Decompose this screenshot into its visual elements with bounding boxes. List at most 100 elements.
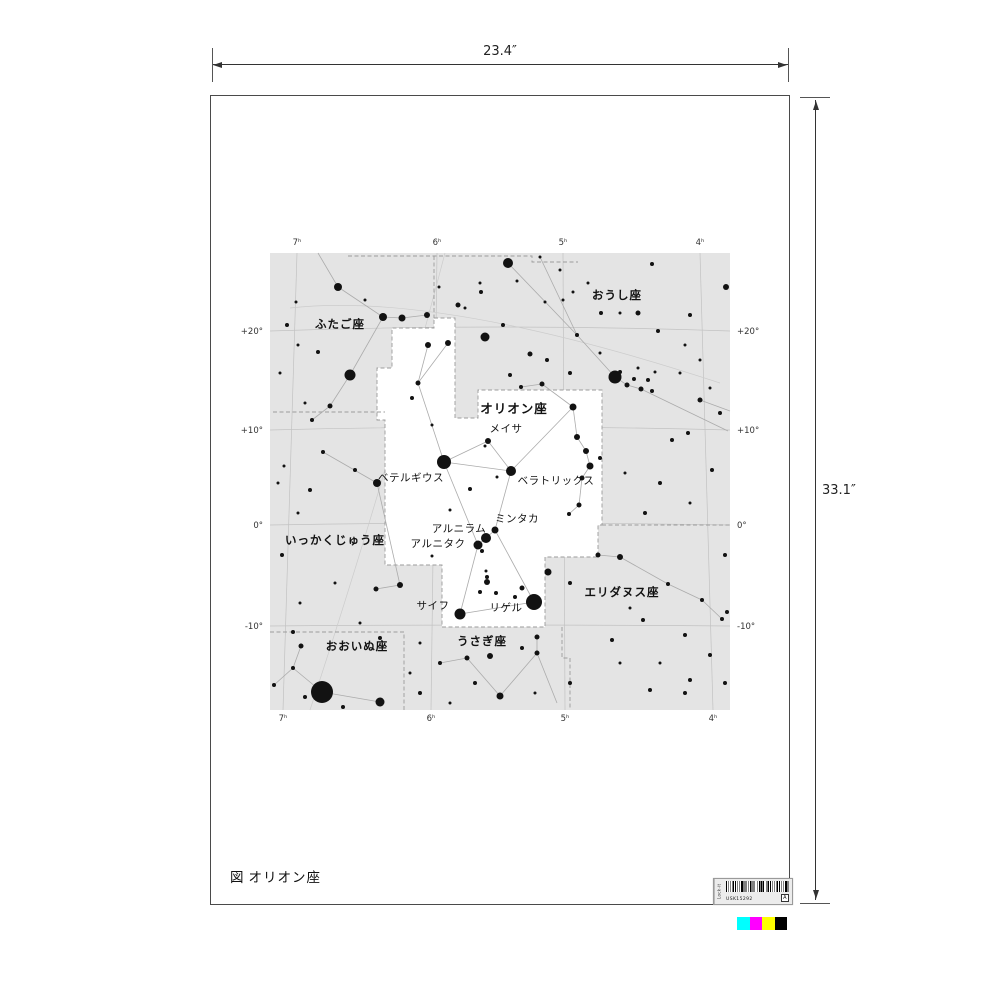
figure-caption: 図オリオン座: [230, 866, 325, 886]
constellation-line: [443, 440, 489, 463]
star: [484, 569, 488, 573]
constellation-line: [349, 316, 384, 376]
star: [700, 598, 704, 602]
figure-caption-title: オリオン座: [248, 870, 321, 886]
width-dimension-label: 23.4″: [483, 44, 517, 59]
star: [448, 508, 452, 512]
star-label: ベラトリックス: [518, 475, 595, 487]
constellation-boundary: [348, 255, 578, 263]
star: [333, 581, 337, 585]
constellation-boundary: [270, 631, 405, 710]
constellation-line: [541, 383, 574, 408]
ra-tick-label: 5ʰ: [559, 238, 568, 248]
height-dimension-label: 33.1″: [822, 483, 856, 498]
star: [353, 468, 357, 472]
star: [455, 302, 461, 308]
dimension-tick: [788, 48, 789, 82]
constellation-line: [439, 657, 468, 664]
constellation-line: [417, 342, 449, 384]
sticker-grade-box: A: [780, 893, 789, 902]
star: [519, 385, 523, 389]
figure-caption-prefix: 図: [230, 870, 245, 886]
width-dimension-line: [212, 64, 788, 65]
star: [641, 618, 645, 622]
constellation-line: [597, 554, 621, 558]
star: [484, 579, 490, 585]
constellation-line: [337, 286, 384, 318]
star: [618, 311, 622, 315]
star: [358, 621, 362, 625]
star: [561, 298, 565, 302]
star: [291, 666, 295, 670]
star: [430, 554, 434, 558]
star: [710, 468, 714, 472]
star: [534, 634, 540, 640]
dec-tick-label: +20°: [737, 327, 759, 337]
dimension-tick: [212, 48, 213, 82]
star: [519, 585, 525, 591]
star: [586, 281, 590, 285]
sticker-main: USK15292 A: [723, 879, 792, 904]
star: [272, 683, 276, 687]
star: [483, 444, 487, 448]
reference-curve: [289, 305, 721, 384]
constellation-line: [311, 405, 331, 421]
star: [415, 380, 421, 386]
star: [575, 333, 579, 337]
star: [698, 358, 702, 362]
star: [494, 591, 498, 595]
star: [437, 285, 441, 289]
star: [534, 650, 540, 656]
star: [598, 456, 602, 460]
star: [595, 552, 601, 558]
constellation-line: [520, 383, 543, 388]
star: [430, 423, 434, 427]
star: [650, 389, 654, 393]
star: [308, 488, 312, 492]
constellation-line: [699, 399, 731, 412]
dec-tick-label: 0°: [253, 521, 263, 531]
star: [303, 695, 307, 699]
star: [723, 553, 727, 557]
star: [276, 481, 280, 485]
star: [658, 661, 662, 665]
constellation-line: [443, 461, 479, 546]
star: [526, 594, 542, 610]
star: [683, 343, 687, 347]
star: [298, 643, 304, 649]
star: [670, 438, 674, 442]
constellation-label: いっかくじゅう座: [285, 533, 385, 547]
star: [344, 369, 356, 381]
star: [658, 481, 662, 485]
star: [398, 314, 406, 322]
dimension-arrow-down: [812, 890, 819, 899]
star: [379, 313, 387, 321]
constellation-line: [329, 374, 351, 407]
constellation-line: [466, 657, 501, 697]
dec-tick-label: 0°: [737, 521, 747, 531]
star: [527, 351, 533, 357]
star: [448, 701, 452, 705]
constellation-label: おおいぬ座: [326, 639, 389, 653]
star: [545, 358, 549, 362]
star: [480, 549, 484, 553]
constellation-line: [619, 556, 669, 585]
star: [437, 455, 451, 469]
star: [697, 397, 703, 403]
constellation-line: [667, 583, 703, 601]
star: [638, 386, 644, 392]
star: [296, 343, 300, 347]
constellation-line: [417, 382, 445, 463]
star: [636, 366, 640, 370]
star: [520, 646, 524, 650]
ra-tick-label: 6ʰ: [427, 714, 436, 724]
star: [678, 371, 682, 375]
star: [648, 688, 652, 692]
grid-line: [699, 252, 714, 711]
constellation-line: [459, 601, 535, 615]
star: [720, 617, 724, 621]
height-dimension-line: [815, 100, 816, 900]
star: [485, 438, 491, 444]
star: [373, 586, 379, 592]
barcode: [726, 881, 789, 892]
